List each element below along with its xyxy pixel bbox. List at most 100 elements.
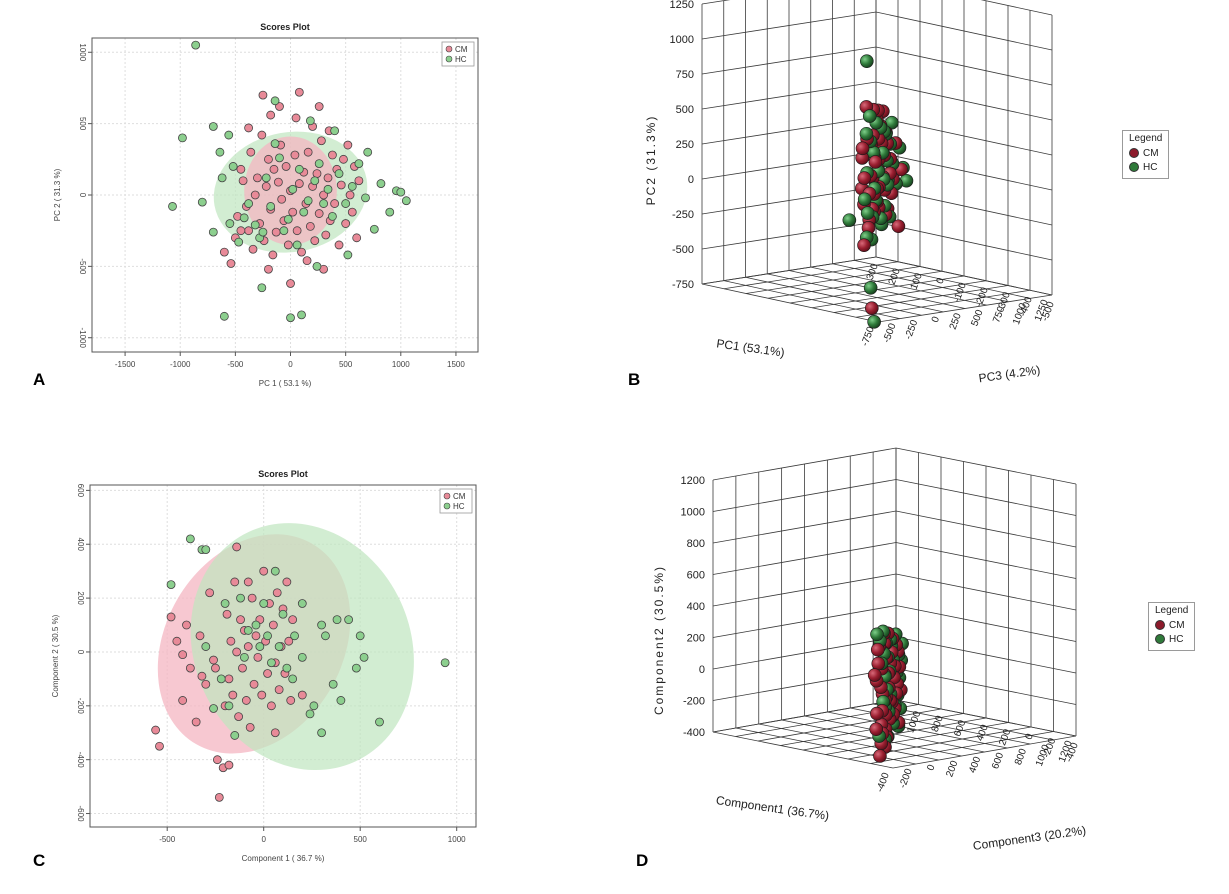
- data-point: [401, 196, 411, 206]
- data-point: [178, 696, 188, 705]
- wall-gridline: [895, 699, 1077, 737]
- data-point: [290, 150, 300, 160]
- data-point: [332, 615, 342, 625]
- data-point: [341, 219, 351, 228]
- wall-gridline: [895, 510, 1077, 548]
- data-point: [201, 545, 211, 555]
- y-tick-label: 500: [676, 104, 694, 116]
- data-point: [261, 173, 271, 183]
- data-point: [232, 647, 242, 657]
- data-point: [225, 219, 235, 228]
- data-point: [250, 190, 260, 200]
- floor-gridline: [811, 280, 987, 309]
- data-point: [347, 207, 357, 217]
- data-point-hc: [859, 126, 874, 141]
- data-point: [201, 642, 211, 651]
- data-point: [232, 542, 242, 552]
- y-tick-label: 0: [699, 664, 705, 676]
- series-hc: [166, 534, 450, 740]
- data-point: [261, 182, 271, 191]
- x-axis-label: PC 1 ( 53.1 %): [259, 379, 312, 388]
- data-point-hc: [867, 315, 881, 329]
- y-tick-label: 800: [687, 538, 705, 550]
- data-point-cm: [867, 668, 882, 682]
- z-axis-label: Component3 (20.2%): [972, 823, 1087, 853]
- data-point-cm: [891, 219, 906, 234]
- data-point: [166, 580, 176, 590]
- legend-hc-marker: [1129, 162, 1139, 172]
- data-point: [286, 279, 295, 288]
- data-point: [151, 725, 161, 735]
- wall-gridline: [895, 668, 1077, 705]
- data-point: [336, 696, 346, 705]
- data-point: [314, 159, 324, 169]
- data-point: [259, 599, 269, 608]
- chart-title: Scores Plot: [260, 22, 310, 32]
- x-tick-label: -500: [881, 321, 898, 344]
- y-tick-label: -400: [76, 752, 85, 769]
- data-point: [274, 642, 284, 651]
- wall-gridline: [701, 151, 877, 180]
- data-point: [396, 187, 406, 197]
- data-point: [297, 247, 306, 257]
- data-point: [316, 136, 326, 146]
- wall-gridline: [895, 447, 1077, 485]
- x-axis-label: Component1 (36.7%): [715, 793, 830, 823]
- y-tick-label: 200: [76, 591, 85, 605]
- x-tick-label: 400: [967, 755, 983, 775]
- panel-d-legend: Legend CM HC: [1148, 602, 1196, 651]
- data-point: [294, 179, 304, 188]
- data-point: [224, 674, 234, 684]
- y-tick-label: 1000: [681, 507, 705, 519]
- y-tick-label: -600: [76, 806, 85, 823]
- data-point: [258, 90, 268, 100]
- data-point: [281, 162, 291, 171]
- data-point: [197, 671, 207, 681]
- floor-gridline: [802, 717, 987, 751]
- data-point: [155, 741, 164, 751]
- wall-gridline: [875, 221, 1053, 261]
- data-point: [303, 196, 313, 206]
- wall-gridline: [895, 542, 1077, 579]
- x-tick-label: 0: [925, 763, 937, 772]
- data-point: [269, 164, 279, 174]
- data-point: [284, 636, 294, 646]
- y-tick-label: 1200: [681, 475, 705, 487]
- x-tick-label: 500: [339, 360, 353, 369]
- x-tick-label: -1500: [115, 360, 136, 369]
- data-point: [297, 599, 307, 608]
- y-tick-label: 250: [676, 139, 694, 151]
- data-point: [302, 256, 312, 266]
- data-point-hc: [862, 109, 877, 123]
- legend-item-hc: HC: [1129, 160, 1162, 174]
- legend-frame: [439, 488, 473, 514]
- wall-gridline: [712, 573, 897, 607]
- data-point: [294, 164, 304, 174]
- data-point: [351, 663, 361, 673]
- data-point: [305, 116, 315, 126]
- data-point: [238, 663, 247, 673]
- x-tick-label: 1000: [392, 360, 410, 369]
- y-axis-label: Component 2 ( 30.5 %): [51, 614, 60, 697]
- data-point: [275, 153, 284, 163]
- data-point: [239, 652, 249, 662]
- legend-cm-marker: [1129, 148, 1139, 158]
- data-point: [205, 588, 215, 598]
- data-point: [257, 690, 267, 700]
- data-point: [166, 612, 176, 622]
- z-axis-label: PC3 (4.2%): [978, 363, 1041, 385]
- legend-title: Legend: [1129, 133, 1163, 144]
- data-point: [239, 213, 249, 223]
- x-tick-label: 1500: [447, 360, 465, 369]
- data-point: [328, 679, 338, 689]
- data-point: [330, 199, 340, 208]
- data-point: [208, 122, 218, 131]
- legend-cm-marker: [443, 492, 451, 500]
- data-point-hc: [857, 192, 872, 207]
- data-point: [245, 722, 255, 732]
- data-point: [211, 663, 220, 673]
- x-tick-label: -500: [227, 360, 244, 369]
- data-point: [347, 182, 357, 191]
- box-walls: [712, 447, 1077, 769]
